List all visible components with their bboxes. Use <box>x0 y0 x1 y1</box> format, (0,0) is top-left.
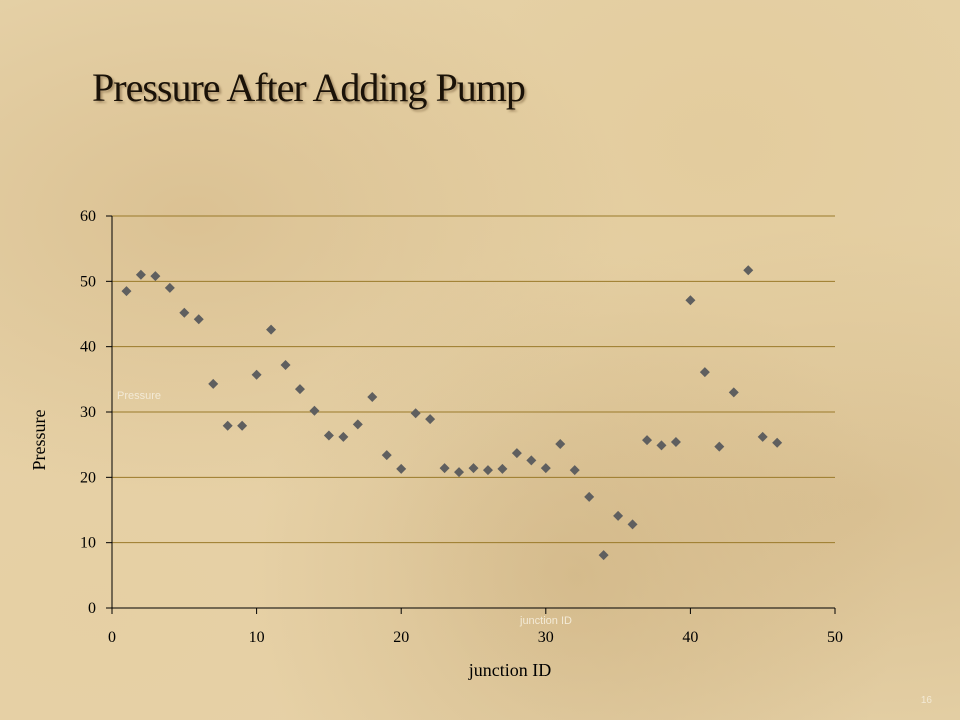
y-tick-labels: 0 10 20 30 40 50 60 <box>80 208 96 617</box>
x-tick-labels: 0 10 20 30 40 50 <box>108 629 843 646</box>
data-points <box>121 265 783 561</box>
x-tick-label: 0 <box>108 629 116 646</box>
data-point <box>757 431 768 442</box>
data-point <box>266 324 277 335</box>
data-point <box>410 408 421 419</box>
data-point <box>497 463 508 474</box>
x-tick-label: 10 <box>249 629 265 646</box>
data-point <box>598 550 609 561</box>
data-point <box>454 467 465 478</box>
data-point <box>164 282 175 293</box>
faint-y-label: Pressure <box>117 390 161 402</box>
data-point <box>728 387 739 398</box>
x-tick-label: 20 <box>393 629 409 646</box>
y-axis-title: Pressure <box>29 410 49 471</box>
data-point <box>714 441 725 452</box>
y-tick-label: 0 <box>88 600 96 617</box>
data-point <box>280 359 291 370</box>
data-point <box>367 391 378 402</box>
y-tick-label: 20 <box>80 469 96 486</box>
data-point <box>150 271 161 282</box>
x-axis-title: junction ID <box>468 660 552 680</box>
data-point <box>237 420 248 431</box>
data-point <box>642 435 653 446</box>
data-point <box>468 463 479 474</box>
axes <box>106 215 836 614</box>
faint-x-label: junction ID <box>519 615 572 627</box>
data-point <box>482 465 493 476</box>
data-point <box>772 437 783 448</box>
data-point <box>685 295 696 306</box>
y-tick-label: 60 <box>80 208 96 225</box>
data-point <box>193 314 204 325</box>
data-point <box>584 491 595 502</box>
y-tick-label: 30 <box>80 404 96 421</box>
data-point <box>743 265 754 276</box>
data-point <box>251 369 262 380</box>
data-point <box>439 463 450 474</box>
data-point <box>627 519 638 530</box>
data-point <box>555 439 566 450</box>
y-tick-label: 50 <box>80 273 96 290</box>
x-tick-label: 30 <box>538 629 554 646</box>
data-point <box>526 455 537 466</box>
data-point <box>222 420 233 431</box>
data-point <box>656 440 667 451</box>
data-point <box>208 378 219 389</box>
data-point <box>670 437 681 448</box>
page-number: 16 <box>920 695 932 706</box>
data-point <box>425 414 436 425</box>
data-point <box>121 286 132 297</box>
data-point <box>569 465 580 476</box>
y-tick-label: 40 <box>80 339 96 356</box>
slide-title: Pressure After Adding Pump <box>92 65 526 110</box>
data-point <box>309 405 320 416</box>
data-point <box>699 367 710 378</box>
x-tick-label: 50 <box>827 629 843 646</box>
data-point <box>613 510 624 521</box>
data-point <box>540 463 551 474</box>
data-point <box>323 430 334 441</box>
data-point <box>294 384 305 395</box>
y-tick-label: 10 <box>80 535 96 552</box>
x-tick-label: 40 <box>682 629 698 646</box>
data-point <box>396 463 407 474</box>
data-point <box>179 307 190 318</box>
data-point <box>338 431 349 442</box>
data-point <box>352 419 363 430</box>
gridlines <box>112 215 835 544</box>
data-point <box>381 450 392 461</box>
data-point <box>135 269 146 280</box>
data-point <box>511 448 522 459</box>
